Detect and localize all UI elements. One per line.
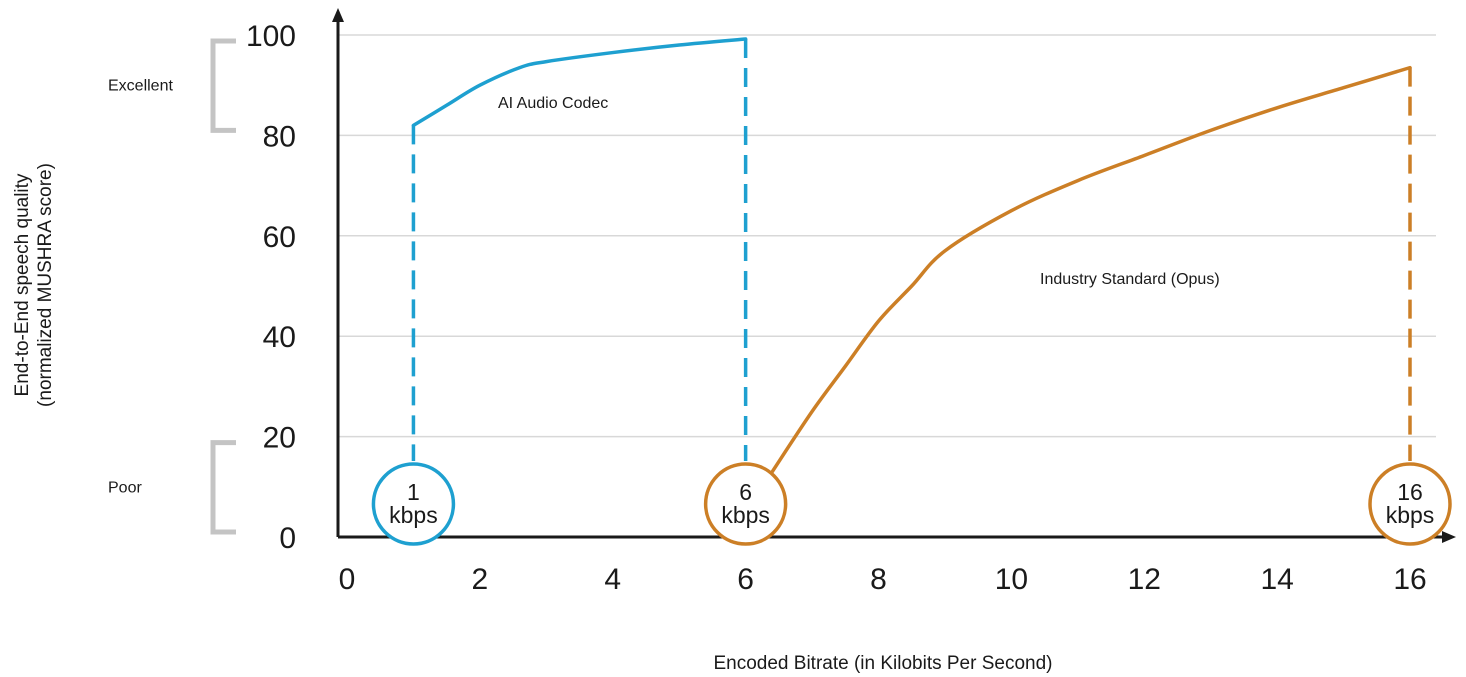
- x-axis-arrow: [1442, 531, 1456, 543]
- series-label-opus: Industry Standard (Opus): [1040, 271, 1220, 288]
- x-tick-label-14: 14: [1260, 563, 1293, 596]
- band-label-poor: Poor: [108, 479, 142, 496]
- series-lines: [411, 37, 1412, 474]
- marker-circle-6kbps: [703, 462, 788, 546]
- band-bracket-excellent: [210, 38, 236, 133]
- series-label-ai-audio-codec: AI Audio Codec: [498, 95, 608, 112]
- x-axis-title: Encoded Bitrate (in Kilobits Per Second): [713, 653, 1052, 674]
- band-label-excellent: Excellent: [108, 78, 173, 95]
- y-axis-title-line-1: End-to-End speech quality: [12, 173, 33, 396]
- series-line-opus: [770, 65, 1412, 474]
- marker-unit-1: kbps: [389, 502, 438, 528]
- grid-lines: [338, 34, 1436, 438]
- marker-circle-1kbps: [371, 462, 456, 546]
- marker-value-6: 6: [739, 479, 752, 505]
- x-tick-label-4: 4: [604, 563, 621, 596]
- y-tick-label-40: 40: [263, 321, 296, 354]
- marker-unit-6: kbps: [721, 502, 770, 528]
- y-axis-title-line-2: (normalized MUSHRA score): [35, 163, 56, 407]
- x-tick-label-2: 2: [472, 563, 489, 596]
- quality-bands: Excellent Poor: [108, 38, 236, 535]
- x-tick-label-0: 0: [339, 563, 356, 596]
- y-axis-arrow: [332, 8, 344, 22]
- marker-dash-lines: [411, 39, 1412, 461]
- y-tick-label-100: 100: [246, 20, 296, 53]
- y-tick-label-80: 80: [263, 120, 296, 153]
- band-bracket-poor: [210, 440, 236, 535]
- x-tick-label-10: 10: [995, 563, 1028, 596]
- y-tick-label-20: 20: [263, 422, 296, 455]
- marker-circle-16kbps: [1368, 462, 1452, 546]
- y-tick-label-60: 60: [263, 221, 296, 254]
- marker-unit-16: kbps: [1386, 502, 1435, 528]
- x-tick-label-8: 8: [870, 563, 887, 596]
- series-line-ai-audio-codec: [411, 37, 748, 128]
- x-tick-labels: 0 2 4 6 8 10 12 14 16: [339, 563, 1427, 596]
- marker-value-1: 1: [407, 479, 420, 505]
- marker-value-16: 16: [1397, 479, 1423, 505]
- y-axis-title: End-to-End speech quality (normalized MU…: [12, 163, 56, 407]
- y-tick-label-0: 0: [279, 522, 296, 555]
- y-tick-labels: 0 20 40 60 80 100: [246, 20, 296, 555]
- x-tick-label-16: 16: [1393, 563, 1426, 596]
- x-tick-label-12: 12: [1128, 563, 1161, 596]
- axes: [332, 8, 1456, 543]
- x-tick-label-6: 6: [737, 563, 754, 596]
